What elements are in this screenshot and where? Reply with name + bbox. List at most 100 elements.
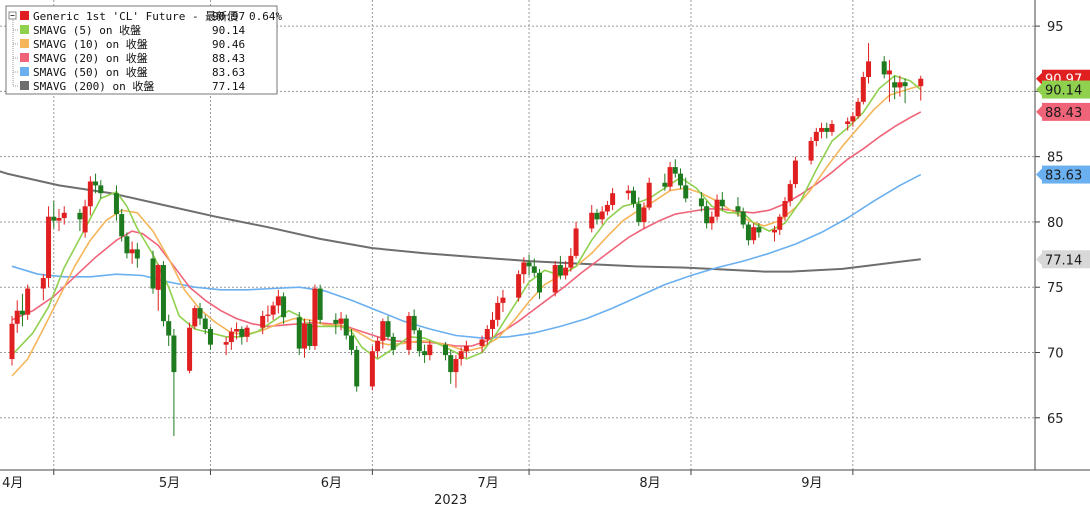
candle-body	[531, 266, 537, 273]
candle-body	[589, 212, 595, 229]
candle-body	[312, 288, 318, 346]
candle	[416, 327, 422, 357]
candle	[636, 197, 642, 226]
x-month-label: 9月	[801, 476, 822, 491]
candle-body	[479, 339, 485, 346]
candle	[772, 225, 778, 242]
candle	[484, 325, 490, 345]
candle	[850, 112, 856, 127]
candle-body	[87, 181, 93, 207]
candle	[667, 161, 673, 191]
candle-body	[422, 351, 428, 356]
candle	[406, 312, 412, 356]
candle-body	[646, 182, 652, 208]
candle	[124, 232, 130, 259]
candle-body	[683, 185, 689, 199]
candle	[244, 325, 250, 343]
candle-body	[390, 336, 396, 350]
candle	[77, 208, 83, 232]
candle-body	[354, 349, 360, 387]
candle-body	[631, 190, 637, 204]
candle-body	[166, 321, 172, 336]
candle-body	[301, 323, 307, 349]
candle	[228, 327, 234, 350]
legend-box	[5, 5, 278, 95]
y-tick-label: 80	[1047, 216, 1064, 231]
candle	[312, 284, 318, 350]
ma20-line	[11, 111, 922, 347]
candle-body	[155, 265, 161, 290]
candle	[641, 202, 647, 229]
candle	[594, 208, 600, 225]
candle	[808, 137, 814, 165]
candle-body	[343, 318, 349, 336]
candle-body	[98, 185, 104, 194]
legend-tree-lines	[12, 16, 18, 87]
value-tag-pointer	[1036, 105, 1042, 118]
candle-body	[845, 121, 851, 125]
candle-body	[484, 329, 490, 340]
candle	[14, 300, 20, 333]
candle-body	[866, 61, 872, 78]
candle	[458, 347, 464, 366]
candle	[166, 314, 172, 346]
value-tag-bg	[1042, 102, 1090, 121]
candle	[223, 336, 229, 356]
legend-swatch	[20, 81, 29, 90]
value-tag-bg	[1042, 80, 1090, 99]
candle	[317, 284, 323, 324]
legend-swatch	[20, 67, 29, 76]
candle	[150, 250, 156, 294]
legend-item: SMAVG (200) on 收盤 77.14	[20, 79, 245, 93]
candle	[385, 315, 391, 340]
candle-body	[93, 181, 99, 186]
legend-swatch	[20, 39, 29, 48]
legend-swatch	[20, 53, 29, 62]
candle-body	[813, 131, 819, 141]
legend-value: 90.97	[212, 10, 245, 23]
value-tag-bg	[1042, 250, 1090, 269]
candle	[683, 177, 689, 203]
candle	[333, 313, 339, 335]
candle-body	[892, 82, 898, 88]
ma200-line-group	[0, 170, 921, 273]
candle	[855, 97, 861, 119]
candle	[207, 326, 213, 350]
candle-body	[792, 160, 798, 185]
candle	[56, 208, 62, 232]
candle	[197, 302, 203, 326]
candle-body	[296, 317, 302, 349]
y-tick-label: 85	[1047, 151, 1064, 166]
legend-item: SMAVG (5) on 收盤 90.14	[20, 23, 245, 37]
candle-body	[819, 127, 825, 132]
legend-name: SMAVG (20) on 收盤	[33, 51, 148, 65]
candle	[599, 206, 605, 225]
candle-body	[568, 255, 574, 268]
candle-body	[333, 319, 339, 324]
candle-body	[171, 335, 177, 373]
candle-body	[782, 201, 788, 217]
candle	[500, 289, 506, 313]
candle-body	[714, 199, 720, 217]
candle	[187, 322, 193, 374]
candle-body	[234, 329, 240, 332]
candle	[824, 122, 830, 139]
candle-body	[850, 116, 856, 122]
candle	[380, 318, 386, 349]
candle	[714, 194, 720, 221]
legend-item: SMAVG (50) on 收盤 83.63	[20, 65, 245, 79]
candle-body	[709, 216, 715, 224]
candle	[557, 255, 563, 280]
candle-body	[124, 236, 130, 254]
candle-body	[56, 218, 62, 221]
candle	[646, 177, 652, 211]
candle	[866, 43, 872, 84]
candle-body	[610, 193, 616, 205]
candle-body	[134, 249, 140, 259]
candle-body	[573, 228, 579, 256]
candle-body	[40, 278, 46, 289]
candle-body	[380, 321, 386, 341]
candle	[448, 349, 454, 384]
candle	[740, 207, 746, 229]
